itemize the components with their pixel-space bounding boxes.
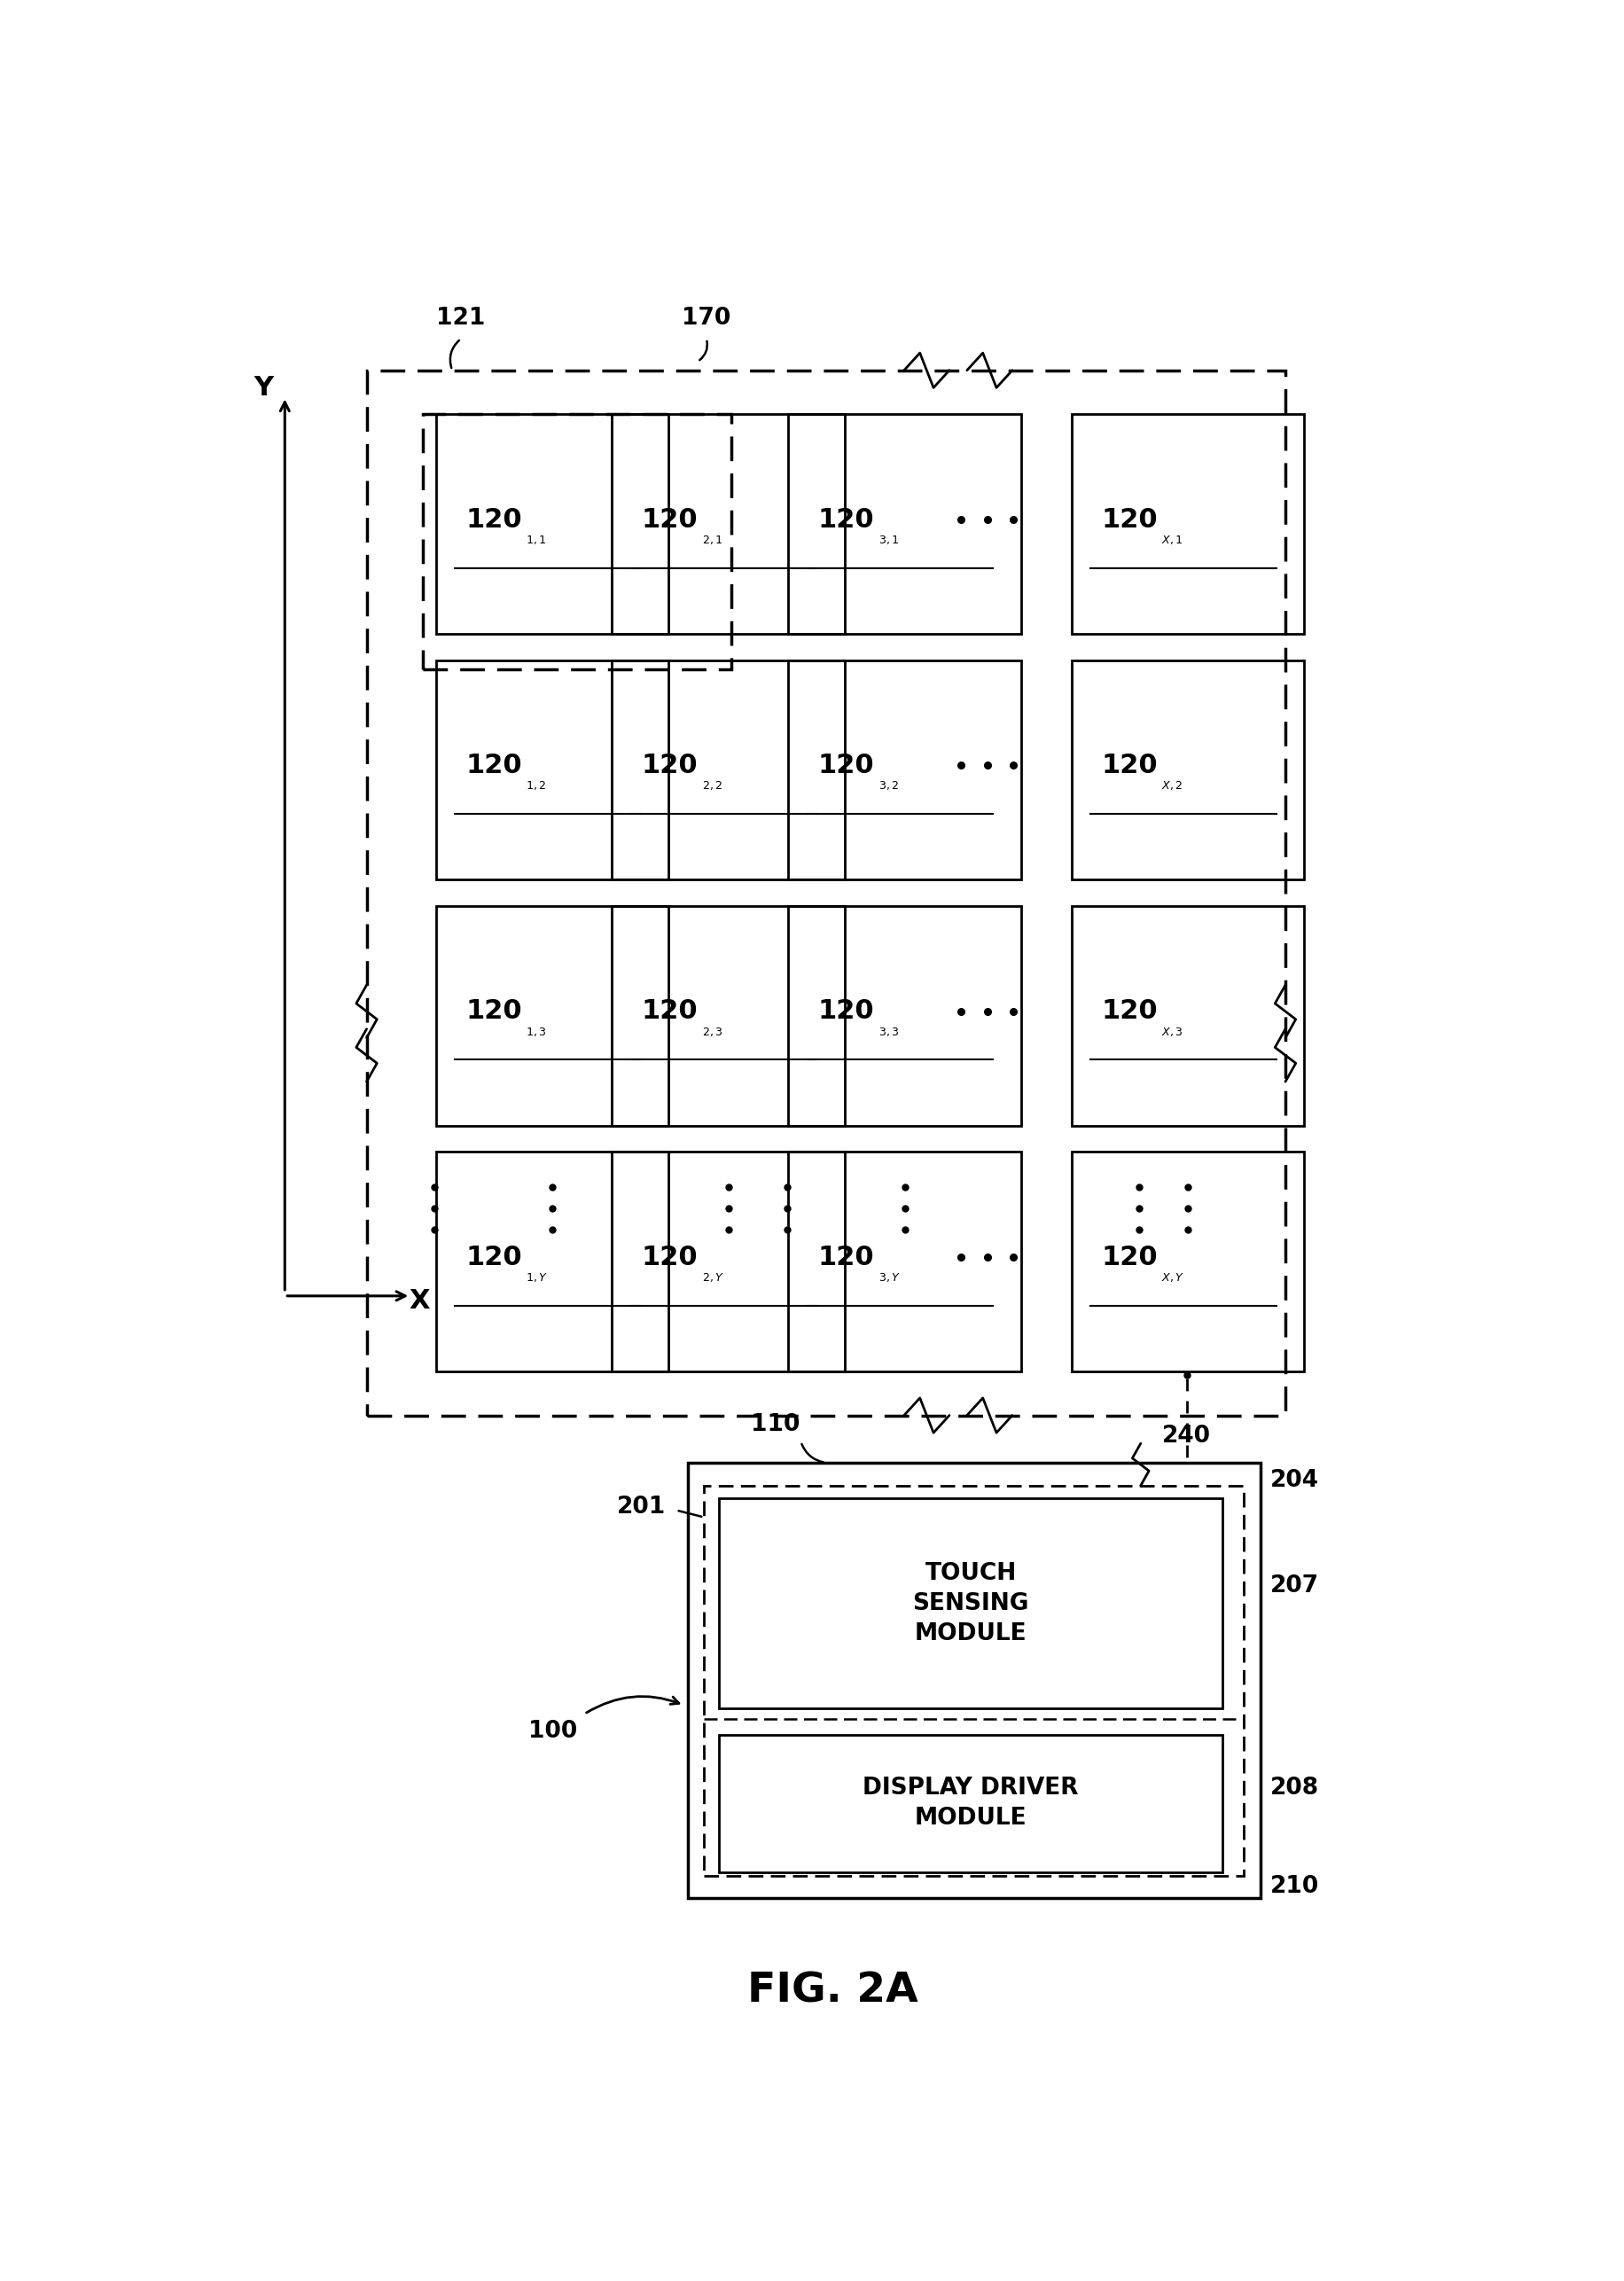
Text: $_{1,1}$: $_{1,1}$: [526, 529, 547, 545]
Text: 120: 120: [641, 999, 698, 1024]
Bar: [788, 415, 1021, 634]
Text: $_{1,2}$: $_{1,2}$: [526, 776, 547, 792]
Text: 120: 120: [1101, 753, 1158, 778]
Text: TOUCH
SENSING
MODULE: TOUCH SENSING MODULE: [913, 1562, 1030, 1645]
Text: $_{3,3}$: $_{3,3}$: [879, 1022, 900, 1038]
Text: 207: 207: [1270, 1574, 1319, 1597]
Text: $_{2,Y}$: $_{2,Y}$: [702, 1268, 724, 1284]
Text: $_{X,3}$: $_{X,3}$: [1161, 1022, 1184, 1038]
Text: 120: 120: [818, 1245, 874, 1271]
Text: 121: 121: [437, 308, 486, 331]
Text: 210: 210: [1270, 1875, 1319, 1898]
Text: $_{3,1}$: $_{3,1}$: [879, 529, 900, 545]
Bar: [1072, 906, 1304, 1125]
Text: 120: 120: [466, 1245, 521, 1271]
Bar: [703, 1485, 1244, 1875]
Text: 120: 120: [466, 506, 521, 531]
Bar: [612, 906, 844, 1125]
Text: $_{3,2}$: $_{3,2}$: [879, 776, 900, 792]
Bar: [788, 906, 1021, 1125]
Bar: [1072, 659, 1304, 880]
Text: 120: 120: [1101, 1245, 1158, 1271]
Text: $_{1,3}$: $_{1,3}$: [526, 1022, 547, 1038]
Bar: [367, 370, 1286, 1414]
Bar: [788, 1152, 1021, 1371]
Text: Y: Y: [253, 374, 273, 401]
Bar: [788, 659, 1021, 880]
Text: 120: 120: [641, 1245, 698, 1271]
Bar: [1072, 415, 1304, 634]
Text: 120: 120: [466, 753, 521, 778]
Text: $_{1,Y}$: $_{1,Y}$: [526, 1268, 547, 1284]
Bar: [435, 1152, 669, 1371]
Text: 170: 170: [682, 308, 731, 331]
Bar: [612, 659, 844, 880]
Text: 120: 120: [466, 999, 521, 1024]
Text: 120: 120: [818, 999, 874, 1024]
Text: 120: 120: [1101, 999, 1158, 1024]
Bar: [435, 659, 669, 880]
Text: 120: 120: [818, 753, 874, 778]
Text: 120: 120: [641, 506, 698, 531]
Bar: [612, 1152, 844, 1371]
Text: $_{X,1}$: $_{X,1}$: [1161, 529, 1184, 545]
Text: 204: 204: [1270, 1469, 1319, 1492]
Text: $_{2,3}$: $_{2,3}$: [702, 1022, 723, 1038]
Text: DISPLAY DRIVER
MODULE: DISPLAY DRIVER MODULE: [862, 1777, 1078, 1829]
Text: 208: 208: [1270, 1777, 1319, 1800]
Text: $_{3,Y}$: $_{3,Y}$: [879, 1268, 900, 1284]
Bar: [435, 415, 669, 634]
Text: 100: 100: [528, 1720, 578, 1743]
Text: $_{2,1}$: $_{2,1}$: [702, 529, 723, 545]
Text: 120: 120: [641, 753, 698, 778]
Text: FIG. 2A: FIG. 2A: [747, 1971, 918, 2012]
Text: 240: 240: [1163, 1426, 1212, 1448]
Text: $_{X,2}$: $_{X,2}$: [1161, 776, 1182, 792]
Text: 110: 110: [752, 1414, 801, 1437]
Bar: [719, 1499, 1223, 1708]
Text: 120: 120: [818, 506, 874, 531]
Text: 120: 120: [1101, 506, 1158, 531]
Bar: [687, 1462, 1260, 1898]
Text: $_{2,2}$: $_{2,2}$: [702, 776, 723, 792]
Bar: [424, 415, 731, 668]
Bar: [612, 415, 844, 634]
Bar: [1072, 1152, 1304, 1371]
Bar: [719, 1736, 1223, 1873]
Text: 201: 201: [617, 1494, 666, 1519]
Text: $_{X,Y}$: $_{X,Y}$: [1161, 1268, 1184, 1284]
Bar: [435, 906, 669, 1125]
Text: X: X: [409, 1289, 430, 1314]
